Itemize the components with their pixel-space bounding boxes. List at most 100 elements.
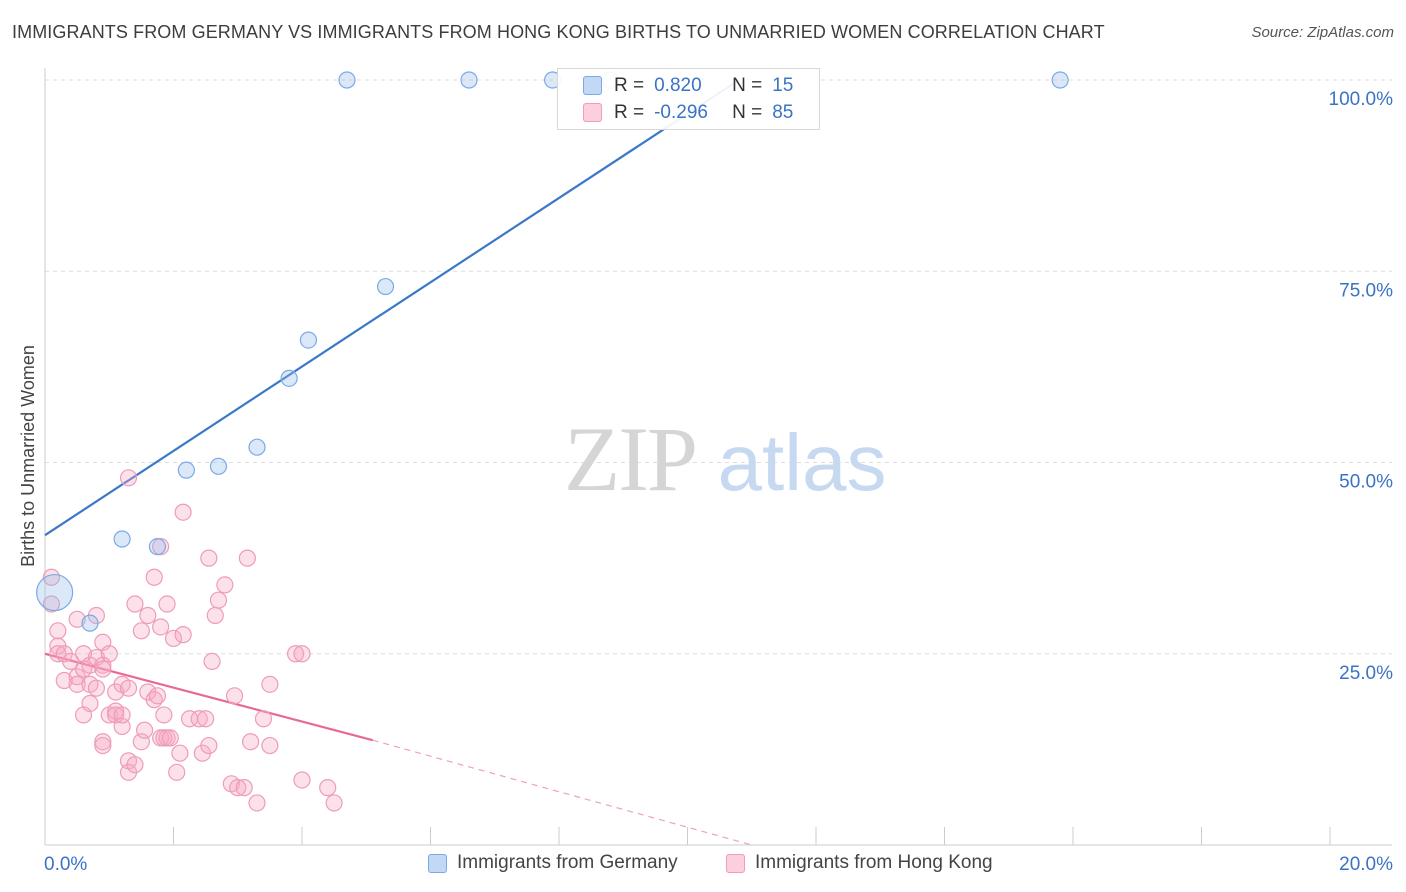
point-hongkong xyxy=(164,629,183,648)
point-hongkong xyxy=(168,763,186,781)
germany-swatch xyxy=(583,76,602,95)
point-hongkong xyxy=(200,736,218,755)
x-tick-label: 0.0% xyxy=(44,854,87,875)
point-hongkong xyxy=(113,706,131,724)
point-hongkong xyxy=(148,687,167,705)
tick-labels: 25.0% 50.0% 75.0% 100.0% 0.0% 20.0% xyxy=(44,89,1393,875)
trend-lines xyxy=(44,79,752,846)
germany-n-value: 15 xyxy=(772,75,794,96)
point-hongkong xyxy=(68,610,86,628)
point-hongkong xyxy=(254,710,273,728)
point-hongkong xyxy=(203,652,221,671)
legend-swatch-germany xyxy=(428,853,447,873)
hongkong-n-value: 85 xyxy=(772,102,794,123)
y-tick-label: 50.0% xyxy=(1339,472,1393,493)
point-hongkong xyxy=(87,679,106,697)
trend-line-hongkong xyxy=(44,652,373,742)
point-germany xyxy=(1051,71,1069,89)
point-hongkong xyxy=(293,771,311,789)
point-hongkong xyxy=(261,736,279,755)
point-hongkong xyxy=(100,645,118,663)
n-label: N = xyxy=(732,102,763,123)
x-tick-label: 20.0% xyxy=(1339,854,1393,875)
source-credit: Source: ZipAtlas.com xyxy=(1251,24,1394,41)
point-hongkong xyxy=(49,622,67,640)
point-hongkong xyxy=(216,576,234,594)
point-hongkong xyxy=(145,568,163,586)
point-hongkong xyxy=(155,706,173,724)
point-hongkong xyxy=(68,675,86,693)
y-tick-label: 100.0% xyxy=(1329,89,1394,110)
point-hongkong xyxy=(119,679,138,697)
point-hongkong xyxy=(229,779,247,797)
n-label: N = xyxy=(732,75,763,96)
point-germany xyxy=(248,438,266,456)
point-hongkong xyxy=(325,794,343,812)
y-tick-label: 75.0% xyxy=(1339,280,1393,301)
point-hongkong xyxy=(293,645,311,663)
point-hongkong xyxy=(238,549,256,567)
hongkong-swatch xyxy=(583,103,602,122)
point-germany xyxy=(280,369,298,387)
point-hongkong xyxy=(135,721,154,739)
point-hongkong xyxy=(94,733,112,751)
watermark-atlas: atlas xyxy=(718,418,887,507)
point-hongkong xyxy=(206,606,224,625)
point-germany xyxy=(299,331,318,349)
hongkong-r-value: -0.296 xyxy=(654,102,708,123)
point-hongkong xyxy=(62,652,80,671)
point-germany xyxy=(81,614,99,632)
point-hongkong xyxy=(126,756,144,774)
r-label: R = xyxy=(614,75,645,96)
point-hongkong xyxy=(119,469,138,487)
legend-label-hongkong: Immigrants from Hong Kong xyxy=(755,852,993,873)
point-germany xyxy=(177,461,195,479)
legend-label-germany: Immigrants from Germany xyxy=(457,852,678,873)
trend-line-hongkong-extension xyxy=(372,739,752,846)
point-hongkong xyxy=(319,779,337,797)
point-hongkong xyxy=(158,595,176,613)
y-axis-label: Births to Unmarried Women xyxy=(18,345,38,567)
point-hongkong xyxy=(248,794,266,812)
point-hongkong xyxy=(152,618,170,636)
point-hongkong xyxy=(94,660,112,678)
point-hongkong xyxy=(200,549,218,567)
point-hongkong xyxy=(94,736,112,755)
legend-item-hongkong[interactable]: Immigrants from Hong Kong xyxy=(726,852,993,874)
legend-item-germany[interactable]: Immigrants from Germany xyxy=(428,852,678,874)
point-hongkong xyxy=(197,710,215,728)
point-hongkong xyxy=(42,595,61,613)
point-hongkong xyxy=(126,595,144,613)
point-hongkong xyxy=(174,626,192,644)
gridlines xyxy=(45,79,1392,655)
point-germany xyxy=(376,277,395,296)
chart-title: IMMIGRANTS FROM GERMANY VS IMMIGRANTS FR… xyxy=(12,22,1105,42)
point-hongkong xyxy=(81,694,99,713)
point-hongkong xyxy=(171,744,189,762)
data-points xyxy=(36,71,1069,812)
point-germany xyxy=(148,538,167,556)
germany-r-value: 0.820 xyxy=(654,75,702,96)
point-hongkong xyxy=(190,710,208,728)
point-hongkong xyxy=(55,671,73,690)
point-hongkong xyxy=(42,568,61,586)
point-hongkong xyxy=(225,687,244,705)
point-germany xyxy=(209,457,228,475)
point-hongkong xyxy=(261,675,279,693)
trend-line-germany xyxy=(44,79,740,537)
stat-row-germany: R = 0.820 N = 15 xyxy=(583,73,794,99)
axes xyxy=(44,68,1392,846)
correlation-legend: R = 0.820 N = 15 R = -0.296 N = 85 xyxy=(557,68,820,130)
watermark-zip: ZIP xyxy=(564,408,696,510)
legend-swatch-hongkong xyxy=(726,853,745,873)
point-germany xyxy=(460,71,478,89)
y-tick-label: 25.0% xyxy=(1339,663,1393,684)
point-germany xyxy=(36,573,74,612)
r-label: R = xyxy=(614,102,645,123)
series-legend: Immigrants from Germany Immigrants from … xyxy=(0,852,1406,878)
point-hongkong xyxy=(235,779,253,797)
point-hongkong xyxy=(139,606,157,625)
point-hongkong xyxy=(174,503,192,521)
point-hongkong xyxy=(132,622,150,640)
